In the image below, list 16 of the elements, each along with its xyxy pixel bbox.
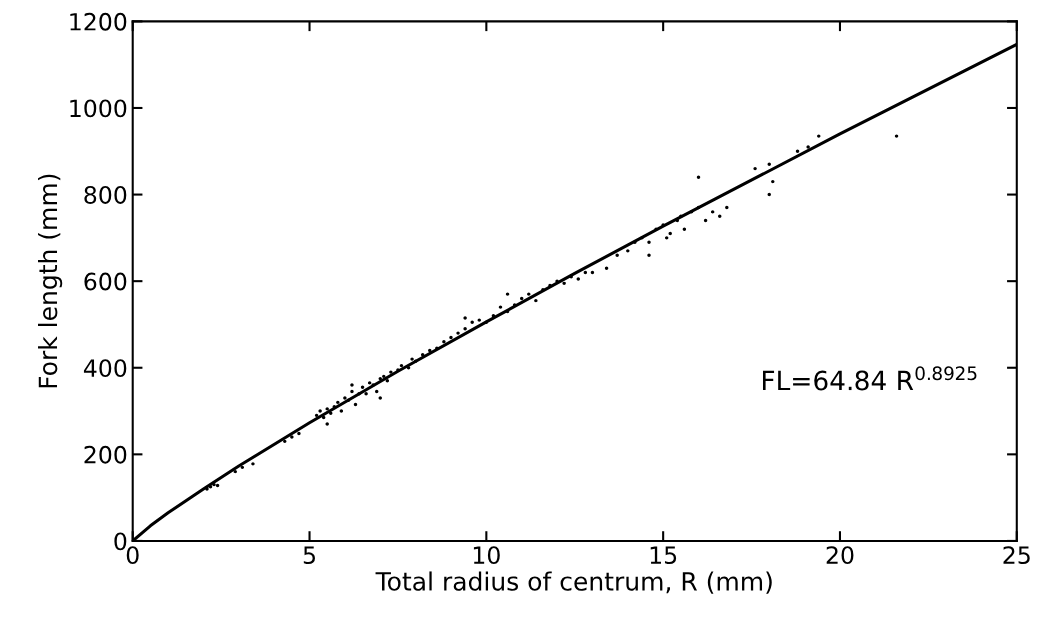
x-tick-label: 20 bbox=[826, 546, 854, 565]
y-tick-label: 600 bbox=[84, 272, 127, 291]
x-tick-label: 0 bbox=[126, 546, 139, 565]
annotation: FL=64.84 R$^{0.8925}$ bbox=[762, 366, 977, 391]
x-tick-label: 10 bbox=[473, 546, 500, 565]
y-tick-label: 1200 bbox=[70, 12, 127, 31]
x-tick-label: 5 bbox=[303, 546, 315, 565]
y-tick-label: 800 bbox=[84, 186, 127, 204]
x-tick-label: 25 bbox=[1003, 546, 1030, 565]
y-tick-label: 1000 bbox=[70, 99, 127, 118]
y-tick-label: 400 bbox=[83, 359, 127, 378]
x-tick-label: 15 bbox=[650, 546, 677, 565]
x-axis-title: Total radius of centrum, R (mm) bbox=[375, 571, 772, 594]
y-axis-title: Fork length (mm) bbox=[38, 174, 63, 388]
y-tick-label: 200 bbox=[84, 445, 127, 464]
y-tick-label: 0 bbox=[114, 532, 127, 551]
